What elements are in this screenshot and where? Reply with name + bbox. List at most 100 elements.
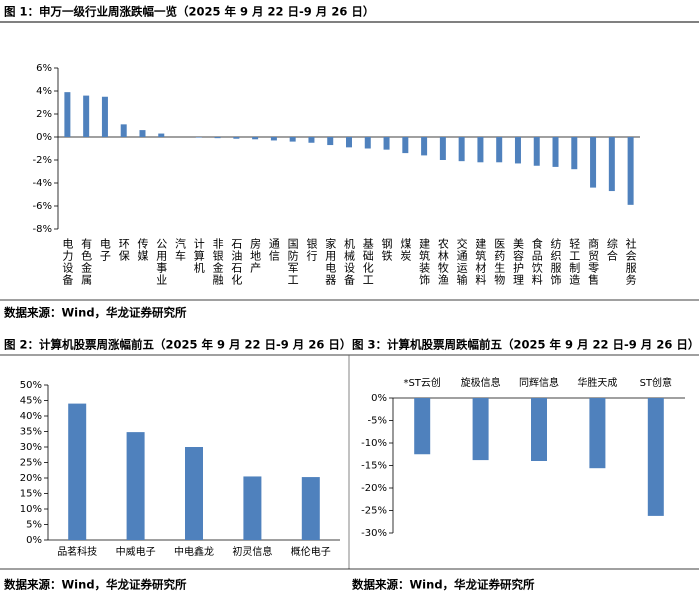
x-tick-label: 环保 — [117, 238, 130, 262]
x-tick-label: 电力设备 — [61, 238, 74, 286]
y-tick-label: 40% — [20, 411, 42, 422]
x-tick-label: 非银金融 — [211, 238, 224, 286]
bar — [458, 137, 465, 162]
y-tick-label: 0% — [26, 535, 42, 546]
bar — [64, 92, 71, 137]
x-tick-label: 轻工制造 — [568, 237, 581, 286]
source-note: 数据来源：Wind，华龙证券研究所 — [4, 306, 187, 320]
x-tick-label: 通信 — [267, 238, 280, 262]
bar — [327, 137, 334, 146]
bar — [139, 130, 146, 137]
bar — [185, 447, 203, 540]
y-tick-label: 30% — [20, 442, 42, 453]
figure-caption: 图 3：计算机股票周跌幅前五（2025 年 9 月 22 日-9 月 26 日） — [352, 338, 699, 352]
bar — [195, 137, 202, 138]
x-tick-label: ST创意 — [640, 376, 672, 389]
bar — [552, 137, 559, 167]
y-tick-label: -5% — [368, 416, 387, 427]
x-tick-label: 纺织服饰 — [549, 237, 562, 286]
bar — [68, 403, 87, 540]
bar — [308, 137, 315, 143]
x-tick-label: 汽车 — [174, 237, 187, 262]
x-tick-label: 钢铁 — [380, 238, 393, 262]
y-tick-label: 4% — [36, 86, 52, 97]
y-tick-label: 10% — [20, 504, 42, 515]
y-tick-label: -20% — [361, 483, 387, 494]
x-tick-label: 华胜天成 — [577, 376, 617, 389]
bar — [270, 137, 277, 141]
x-tick-label: 房地产 — [249, 238, 262, 274]
x-tick-label: 石油石化 — [230, 238, 243, 286]
bar — [477, 137, 484, 163]
y-tick-label: 45% — [20, 396, 42, 407]
x-tick-label: 建筑材料 — [474, 237, 487, 286]
x-tick-label: 旋极信息 — [461, 376, 501, 389]
bar — [364, 137, 371, 149]
y-tick-label: -15% — [361, 461, 387, 472]
bar — [514, 137, 521, 164]
bar — [301, 477, 320, 540]
x-tick-label: 美容护理 — [511, 238, 524, 286]
bar — [439, 137, 446, 160]
x-tick-label: 品茗科技 — [57, 545, 97, 558]
x-tick-label: 综合 — [605, 237, 618, 262]
x-tick-label: 中电鑫龙 — [174, 545, 214, 558]
bar — [627, 137, 634, 205]
source-note: 数据来源：Wind，华龙证券研究所 — [4, 578, 187, 592]
y-tick-label: 25% — [20, 458, 42, 469]
y-tick-label: 35% — [20, 427, 42, 438]
x-tick-label: 概伦电子 — [291, 545, 331, 558]
x-tick-label: 计算机 — [192, 238, 205, 274]
source-note: 数据来源：Wind，华龙证券研究所 — [352, 578, 535, 592]
x-tick-label: 煤炭 — [399, 238, 412, 262]
bar — [571, 137, 578, 170]
bar — [252, 137, 259, 140]
bar — [383, 137, 390, 150]
bar — [233, 137, 240, 139]
y-tick-label: 20% — [20, 473, 42, 484]
bar — [590, 137, 597, 188]
x-tick-label: 银行 — [305, 237, 318, 262]
x-tick-label: 交通运输 — [455, 237, 468, 286]
x-tick-label: 基础化工 — [361, 238, 374, 286]
bar — [472, 398, 489, 461]
x-tick-label: 机械设备 — [343, 237, 356, 286]
bar — [101, 96, 108, 137]
x-tick-label: 食品饮料 — [530, 237, 543, 286]
bar — [496, 137, 503, 163]
bar — [83, 95, 90, 137]
y-tick-label: 2% — [36, 109, 52, 120]
bar — [421, 137, 428, 156]
x-tick-label: 有色金属 — [80, 237, 93, 286]
x-tick-label: 社会服务 — [624, 237, 637, 286]
y-tick-label: 0% — [371, 393, 387, 404]
y-tick-label: 0% — [36, 132, 52, 143]
x-tick-label: 同辉信息 — [519, 376, 559, 389]
y-tick-label: 6% — [36, 63, 52, 74]
y-tick-label: -6% — [33, 201, 52, 212]
x-tick-label: *ST云创 — [403, 376, 440, 389]
y-tick-label: -2% — [33, 155, 52, 166]
x-tick-label: 初灵信息 — [232, 545, 272, 558]
bar — [533, 137, 540, 166]
bar — [214, 137, 221, 139]
figure-caption: 图 2：计算机股票周涨幅前五（2025 年 9 月 22 日-9 月 26 日） — [4, 338, 351, 352]
bar — [402, 137, 409, 154]
bar — [647, 398, 664, 516]
bar — [289, 137, 296, 142]
y-tick-label: -8% — [33, 224, 52, 235]
x-tick-label: 建筑装饰 — [418, 237, 431, 286]
y-tick-label: -25% — [361, 506, 387, 517]
x-tick-label: 国防军工 — [286, 238, 299, 286]
bar — [414, 398, 431, 455]
y-tick-label: -30% — [361, 528, 387, 539]
x-tick-label: 家用电器 — [324, 237, 337, 286]
x-tick-label: 医药生物 — [493, 238, 506, 286]
bar — [120, 124, 127, 137]
bar — [589, 398, 606, 469]
x-tick-label: 农林牧渔 — [436, 237, 449, 286]
bar — [346, 137, 352, 148]
figure-caption: 图 1：申万一级行业周涨跌幅一览（2025 年 9 月 22 日-9 月 26 … — [4, 5, 374, 19]
x-tick-label: 商贸零售 — [587, 237, 600, 286]
